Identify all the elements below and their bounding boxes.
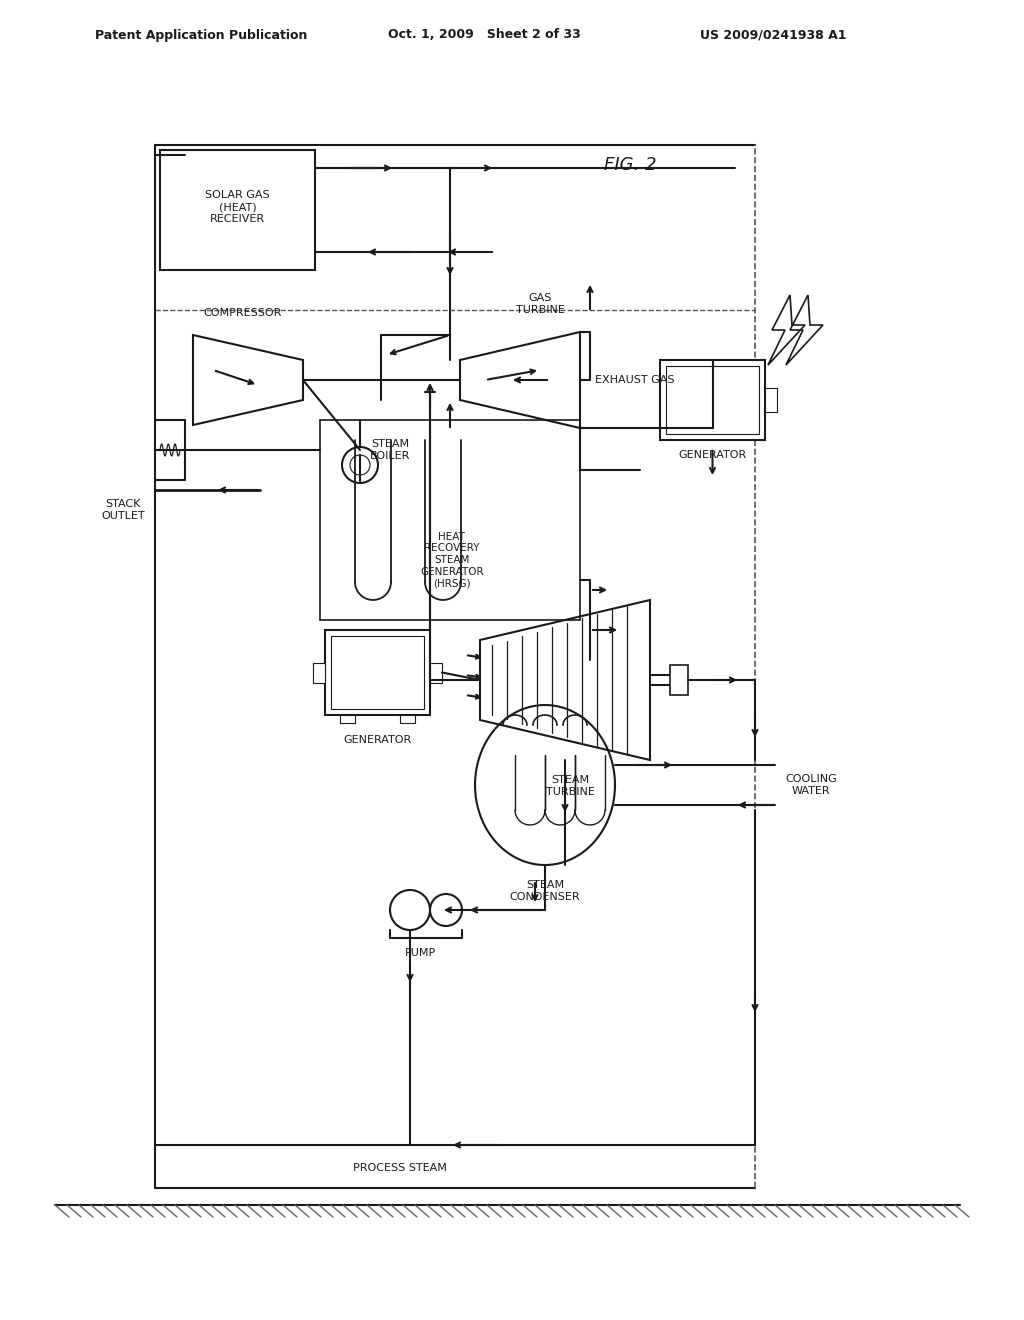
- Bar: [430, 663, 442, 682]
- Text: EXHAUST GAS: EXHAUST GAS: [595, 375, 675, 385]
- Text: PROCESS STEAM: PROCESS STEAM: [353, 1163, 446, 1173]
- Circle shape: [350, 455, 370, 475]
- Text: FIG. 2: FIG. 2: [604, 156, 656, 174]
- Text: HEAT
RECOVERY
STEAM
GENERATOR
(HRSG): HEAT RECOVERY STEAM GENERATOR (HRSG): [420, 532, 483, 589]
- Text: GENERATOR: GENERATOR: [678, 450, 746, 459]
- Bar: [666, 366, 759, 434]
- Bar: [670, 665, 688, 696]
- Text: STEAM
BOILER: STEAM BOILER: [370, 440, 411, 461]
- Bar: [340, 715, 355, 723]
- Text: STEAM
TURBINE: STEAM TURBINE: [546, 775, 595, 796]
- Text: COMPRESSOR: COMPRESSOR: [204, 308, 283, 318]
- Bar: [325, 630, 430, 715]
- Bar: [313, 663, 325, 682]
- Text: GAS
TURBINE: GAS TURBINE: [515, 293, 564, 315]
- Circle shape: [342, 447, 378, 483]
- Text: GENERATOR: GENERATOR: [343, 735, 412, 744]
- Text: STEAM
CONDENSER: STEAM CONDENSER: [510, 880, 581, 902]
- Text: Patent Application Publication: Patent Application Publication: [95, 29, 307, 41]
- Text: PUMP: PUMP: [404, 948, 435, 958]
- Text: COOLING
WATER: COOLING WATER: [785, 775, 837, 796]
- Bar: [331, 636, 424, 709]
- Text: STACK
OUTLET: STACK OUTLET: [101, 499, 145, 521]
- Text: SOLAR GAS
(HEAT)
RECEIVER: SOLAR GAS (HEAT) RECEIVER: [205, 190, 269, 223]
- Bar: [160, 150, 315, 271]
- Text: US 2009/0241938 A1: US 2009/0241938 A1: [700, 29, 847, 41]
- Circle shape: [390, 890, 430, 931]
- Bar: [400, 715, 415, 723]
- Bar: [765, 388, 777, 412]
- Bar: [660, 360, 765, 440]
- Circle shape: [430, 894, 462, 927]
- Text: Oct. 1, 2009   Sheet 2 of 33: Oct. 1, 2009 Sheet 2 of 33: [388, 29, 581, 41]
